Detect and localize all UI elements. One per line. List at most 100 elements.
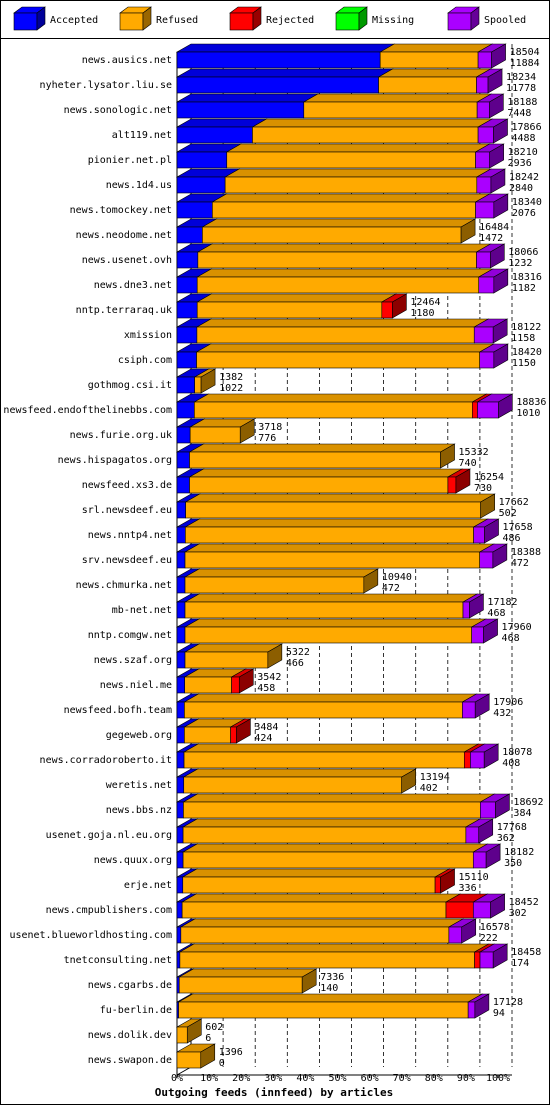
bar-accepted bbox=[176, 876, 184, 894]
bar-accepted bbox=[176, 126, 253, 144]
row-label: news.dolik.dev bbox=[88, 1030, 172, 1041]
bar-refused bbox=[183, 751, 465, 769]
total-value: 16254 bbox=[474, 472, 504, 483]
accepted-value: 468 bbox=[487, 608, 505, 619]
total-value: 18458 bbox=[511, 947, 541, 958]
bar-side bbox=[492, 543, 508, 569]
accepted-value: 2840 bbox=[509, 183, 533, 194]
accepted-value: 740 bbox=[459, 458, 477, 469]
legend: Accepted Refused Rejected Missing Spooled bbox=[13, 6, 526, 31]
total-value: 18182 bbox=[504, 847, 534, 858]
bar-refused bbox=[184, 551, 481, 569]
bar-refused bbox=[252, 126, 479, 144]
bar-refused-top bbox=[181, 818, 482, 828]
bar-accepted-top bbox=[175, 118, 268, 128]
bar-refused-top bbox=[181, 893, 462, 903]
total-value: 3718 bbox=[258, 422, 282, 433]
legend-accepted-swatch-side bbox=[36, 6, 46, 31]
bar-refused bbox=[184, 576, 365, 594]
total-value: 18188 bbox=[507, 97, 537, 108]
bar-spooled bbox=[479, 351, 495, 369]
accepted-value: 1010 bbox=[516, 408, 540, 419]
bar-side bbox=[200, 368, 216, 394]
x-tick-label: 10% bbox=[200, 1073, 218, 1084]
bar-side bbox=[469, 593, 484, 619]
bar-spooled bbox=[462, 701, 476, 719]
accepted-value: 466 bbox=[286, 658, 304, 669]
bar-refused bbox=[176, 1051, 202, 1069]
total-value: 602 bbox=[205, 1022, 223, 1033]
bar-accepted bbox=[176, 476, 190, 494]
bar-refused bbox=[194, 401, 473, 419]
legend-refused-swatch-side bbox=[142, 6, 152, 31]
bar-side bbox=[498, 393, 513, 419]
total-value: 18420 bbox=[512, 347, 542, 358]
accepted-value: 140 bbox=[320, 983, 338, 994]
bar-refused bbox=[178, 976, 303, 994]
total-value: 18242 bbox=[509, 172, 539, 183]
bar-refused bbox=[185, 501, 481, 519]
accepted-value: 1150 bbox=[512, 358, 536, 369]
bar-side bbox=[495, 793, 510, 819]
bar-accepted bbox=[176, 226, 203, 244]
total-value: 17960 bbox=[502, 622, 532, 633]
bar-side bbox=[490, 168, 506, 194]
legend-missing-swatch bbox=[335, 12, 360, 31]
bar-side bbox=[493, 193, 509, 219]
total-value: 17658 bbox=[503, 522, 533, 533]
accepted-value: 1472 bbox=[479, 233, 503, 244]
bar-spooled bbox=[467, 1001, 476, 1019]
bar-refused bbox=[184, 726, 231, 744]
bar-refused bbox=[194, 376, 202, 394]
total-value: 17128 bbox=[493, 997, 523, 1008]
row-label: pionier.net.pl bbox=[88, 155, 172, 166]
bar-accepted-top bbox=[175, 43, 396, 53]
bar-rejected bbox=[434, 876, 441, 894]
bar-spooled bbox=[472, 901, 491, 919]
accepted-value: 486 bbox=[503, 533, 521, 544]
row-label: news.nntp4.net bbox=[88, 530, 172, 541]
bar-accepted bbox=[176, 976, 180, 994]
bar-side bbox=[492, 318, 508, 344]
bar-refused-top bbox=[183, 618, 487, 628]
total-value: 1396 bbox=[219, 1047, 243, 1058]
row-label: xmission bbox=[124, 330, 172, 341]
bar-accepted bbox=[176, 551, 186, 569]
total-value: 17768 bbox=[497, 822, 527, 833]
bar-refused-top bbox=[178, 968, 318, 978]
bar-side bbox=[474, 693, 490, 719]
bar-refused-top bbox=[179, 918, 465, 928]
accepted-value: 11778 bbox=[506, 83, 536, 94]
accepted-value: 1232 bbox=[508, 258, 532, 269]
accepted-value: 2936 bbox=[508, 158, 532, 169]
bar-accepted bbox=[176, 251, 199, 269]
bar-spooled bbox=[473, 326, 494, 344]
accepted-value: 776 bbox=[258, 433, 276, 444]
bar-refused-top bbox=[184, 518, 489, 528]
bar-side bbox=[480, 493, 495, 519]
bar-refused bbox=[176, 1026, 188, 1044]
bar-spooled bbox=[480, 801, 496, 819]
bar-refused-top bbox=[183, 543, 495, 553]
row-label: news.swapon.de bbox=[88, 1055, 172, 1066]
bar-refused-top bbox=[195, 318, 490, 328]
bar-spooled bbox=[476, 76, 489, 94]
x-tick-label: 80% bbox=[425, 1073, 443, 1084]
bar-spooled bbox=[477, 126, 494, 144]
bar-side bbox=[484, 518, 499, 544]
bar-refused bbox=[183, 776, 402, 794]
x-axis-title: Outgoing feeds (innfeed) by articles bbox=[155, 1086, 393, 1099]
bar-refused bbox=[196, 351, 481, 369]
x-tick-label: 30% bbox=[264, 1073, 282, 1084]
accepted-value: 432 bbox=[493, 708, 511, 719]
x-tick-label: 40% bbox=[296, 1073, 314, 1084]
accepted-value: 174 bbox=[511, 958, 529, 969]
total-value: 18692 bbox=[513, 797, 543, 808]
bar-rejected bbox=[472, 401, 478, 419]
total-value: 12464 bbox=[410, 297, 440, 308]
row-label: mb-net.net bbox=[112, 605, 172, 616]
legend-accepted-label: Accepted bbox=[50, 15, 98, 26]
bar-refused-top bbox=[182, 743, 480, 753]
accepted-value: 350 bbox=[504, 858, 522, 869]
total-value: 3484 bbox=[254, 722, 278, 733]
